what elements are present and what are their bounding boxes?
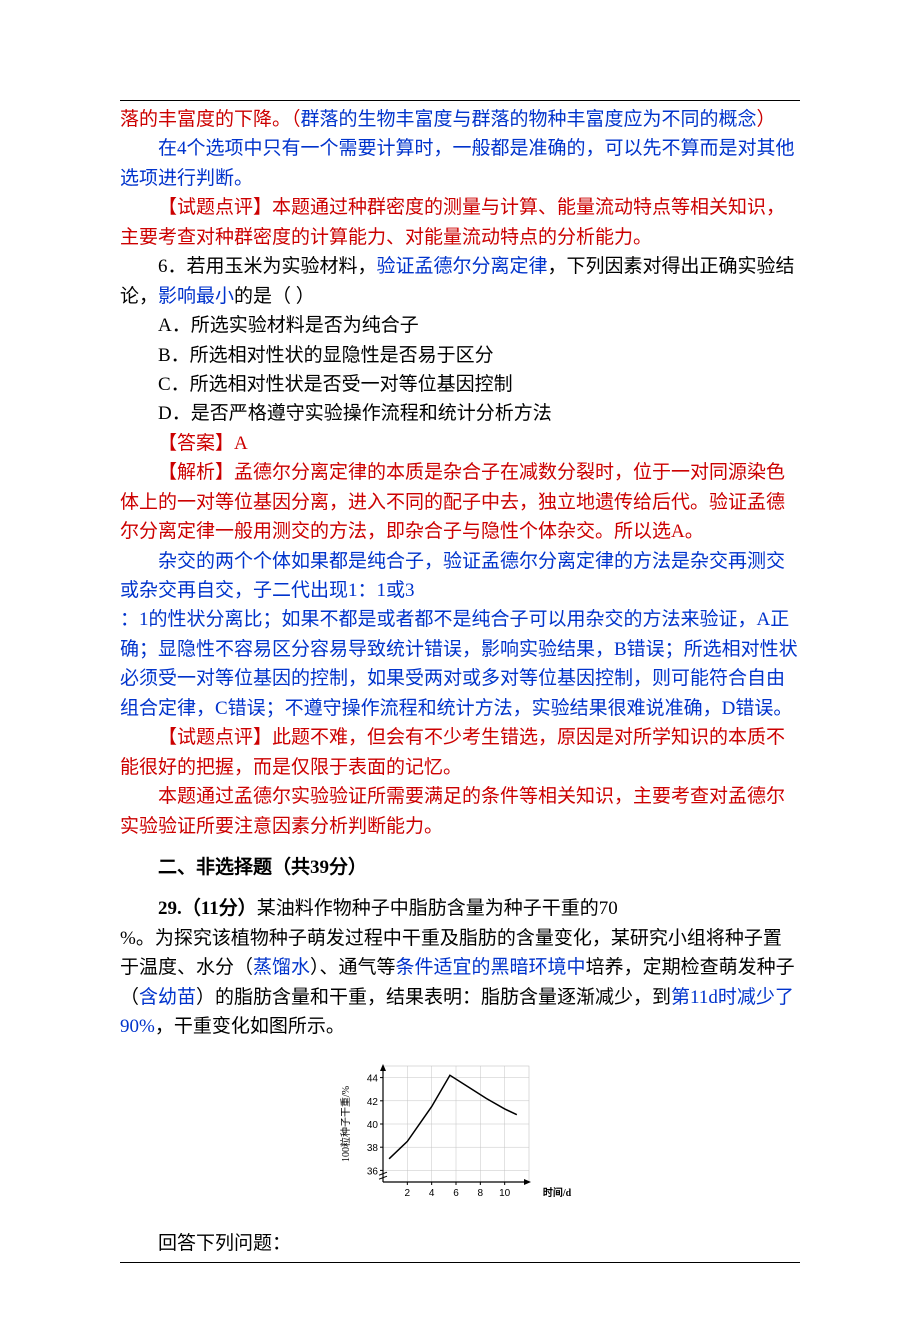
svg-text:2: 2 (405, 1188, 411, 1199)
q29-t2b: 蒸馏水 (253, 957, 310, 978)
fragment-continuation: 落的丰富度的下降。（群落的生物丰富度与群落的物种丰富度应为不同的概念） (120, 105, 800, 134)
q29-t2f: 含幼苗 (139, 987, 196, 1008)
section-2-title: 二、非选择题 (158, 857, 272, 878)
svg-text:38: 38 (367, 1143, 379, 1154)
q29-t2g: ）的脂肪含量和干重，结果表明：脂肪含量逐渐减少，到 (196, 987, 671, 1008)
review-red: 【试题点评】本题通过种群密度的测量与计算、能量流动特点等相关知识，主要考查对种群… (120, 193, 800, 252)
q6-opt-a: A．所选实验材料是否为纯合子 (120, 311, 800, 340)
q29-t2i: ，干重变化如图所示。 (155, 1016, 345, 1037)
svg-text:44: 44 (367, 1073, 379, 1084)
explain-2b: ：1的性状分离比；如果不都是或者都不是纯合子可以用杂交的方法来验证，A正确；显隐… (120, 605, 800, 723)
q6-key1: 验证孟德尔分离定律 (377, 256, 548, 277)
svg-text:6: 6 (453, 1188, 459, 1199)
q6-pre: 6．若用玉米为实验材料， (158, 256, 377, 277)
chart-container: 36 38 40 42 44 2 4 6 8 10 100粒种子干重/% 时间/d (120, 1052, 800, 1223)
chart-svg: 36 38 40 42 44 2 4 6 8 10 100粒种子干重/% 时间/d (335, 1058, 585, 1208)
svg-text:4: 4 (429, 1188, 435, 1199)
svg-text:100粒种子干重/%: 100粒种子干重/% (339, 1086, 352, 1162)
q6-opt-d: D．是否严格遵守实验操作流程和统计分析方法 (120, 399, 800, 428)
text-red: ） (757, 109, 776, 130)
q29-line2: %。为探究该植物种子萌发过程中干重及脂肪的含量变化，某研究小组将种子置于温度、水… (120, 924, 800, 1042)
q6-stem: 6．若用玉米为实验材料，验证孟德尔分离定律，下列因素对得出正确实验结论，影响最小… (120, 252, 800, 311)
q29-t2d: 条件适宜的黑暗环境中 (396, 957, 586, 978)
after-chart: 回答下列问题： (120, 1229, 800, 1258)
page: 落的丰富度的下降。（群落的生物丰富度与群落的物种丰富度应为不同的概念） 在4个选… (0, 0, 920, 1318)
q6-opt-c: C．所选相对性状是否受一对等位基因控制 (120, 370, 800, 399)
explain-1: 【解析】孟德尔分离定律的本质是杂合子在减数分裂时，位于一对同源染色体上的一对等位… (120, 458, 800, 546)
header-rule (120, 100, 800, 101)
review-1: 【试题点评】此题不难，但会有不少考生错选，原因是对所学知识的本质不能很好的把握，… (120, 723, 800, 782)
answer-label: 【答案】A (120, 429, 800, 458)
q29-pts: （11分） (182, 898, 257, 919)
note-blue: 在4个选项中只有一个需要计算时，一般都是准确的，可以先不算而是对其他选项进行判断… (120, 134, 800, 193)
q29-t1: 某油料作物种子中脂肪含量为种子干重的70 (257, 898, 618, 919)
section-2-note: （共39分） (272, 857, 367, 878)
q29-t2c: ）、通气等 (310, 957, 396, 978)
svg-text:8: 8 (478, 1188, 484, 1199)
review-2: 本题通过孟德尔实验验证所需要满足的条件等相关知识，主要考查对孟德尔实验验证所要注… (120, 782, 800, 841)
svg-text:时间/d: 时间/d (543, 1186, 572, 1199)
dry-weight-chart: 36 38 40 42 44 2 4 6 8 10 100粒种子干重/% 时间/d (329, 1052, 591, 1223)
svg-text:36: 36 (367, 1166, 379, 1177)
svg-text:10: 10 (499, 1188, 511, 1199)
text-red: 落的丰富度的下降。（ (120, 109, 301, 130)
q6-key2: 影响最小 (158, 286, 234, 307)
svg-text:42: 42 (367, 1096, 379, 1107)
q29-line1: 29.（11分）某油料作物种子中脂肪含量为种子干重的70 (120, 894, 800, 923)
explain-2a: 杂交的两个个体如果都是纯合子，验证孟德尔分离定律的方法是杂交再测交或杂交再自交，… (120, 547, 800, 606)
section-2-heading: 二、非选择题（共39分） (120, 853, 800, 882)
q29-num: 29. (158, 898, 182, 919)
q6-opt-b: B．所选相对性状的显隐性是否易于区分 (120, 341, 800, 370)
q6-tail: 的是（ ） (234, 286, 315, 307)
svg-text:40: 40 (367, 1120, 379, 1131)
footer-rule (120, 1262, 800, 1263)
text-blue: 群落的生物丰富度与群落的物种丰富度应为不同的概念 (301, 109, 757, 130)
